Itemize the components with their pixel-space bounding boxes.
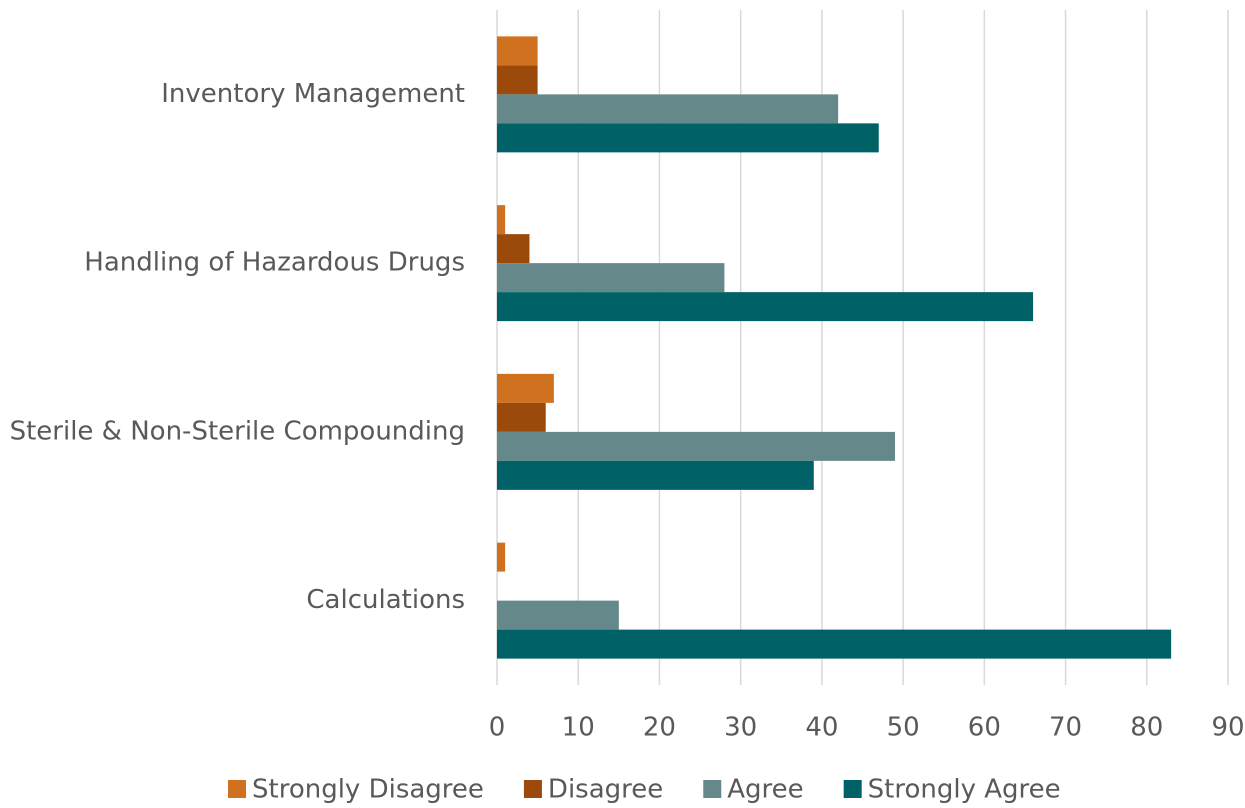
bar bbox=[497, 431, 895, 461]
bar bbox=[497, 402, 546, 432]
bar bbox=[497, 292, 1034, 322]
bar bbox=[497, 94, 839, 124]
x-tick-label: 60 bbox=[968, 713, 1001, 743]
bar bbox=[497, 542, 506, 572]
bar bbox=[497, 600, 619, 630]
legend-swatch bbox=[703, 780, 722, 798]
x-tick-label: 80 bbox=[1130, 713, 1163, 743]
x-tick-label: 20 bbox=[643, 713, 676, 743]
bar bbox=[497, 205, 506, 235]
x-tick-label: 10 bbox=[562, 713, 595, 743]
bar bbox=[497, 263, 725, 293]
y-tick-label: Handling of Hazardous Drugs bbox=[84, 248, 465, 278]
x-tick-label: 50 bbox=[887, 713, 920, 743]
x-tick-label: 0 bbox=[489, 713, 506, 743]
y-tick-label: Inventory Management bbox=[161, 79, 465, 109]
bar bbox=[497, 629, 1172, 659]
legend-swatch bbox=[228, 780, 246, 798]
bar bbox=[497, 234, 530, 264]
legend-label: Strongly Disagree bbox=[252, 775, 484, 805]
y-tick-label: Calculations bbox=[306, 585, 465, 615]
legend-label: Strongly Agree bbox=[868, 775, 1061, 805]
x-tick-label: 70 bbox=[1049, 713, 1082, 743]
bar bbox=[497, 65, 538, 95]
bar bbox=[497, 36, 538, 66]
y-tick-label: Sterile & Non-Sterile Compounding bbox=[10, 416, 465, 446]
x-tick-label: 30 bbox=[724, 713, 757, 743]
bar bbox=[497, 123, 879, 153]
legend-label: Agree bbox=[727, 775, 803, 805]
legend-label: Disagree bbox=[548, 775, 663, 805]
legend-swatch bbox=[523, 780, 542, 798]
x-tick-label: 40 bbox=[805, 713, 838, 743]
x-tick-label: 90 bbox=[1211, 713, 1244, 743]
bar bbox=[497, 373, 554, 403]
legend-swatch bbox=[843, 780, 862, 798]
bar bbox=[497, 460, 814, 490]
